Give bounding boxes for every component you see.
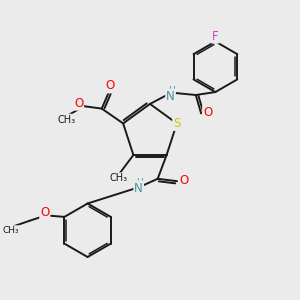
- Text: O: O: [179, 174, 188, 187]
- Text: O: O: [105, 80, 114, 92]
- Text: O: O: [74, 97, 83, 110]
- Text: S: S: [173, 117, 181, 130]
- Text: H: H: [168, 86, 175, 95]
- Text: O: O: [203, 106, 212, 119]
- Text: N: N: [166, 90, 175, 103]
- Text: H: H: [136, 178, 143, 187]
- Text: CH₃: CH₃: [3, 226, 20, 235]
- Text: CH₃: CH₃: [110, 173, 128, 183]
- Text: O: O: [40, 206, 50, 219]
- Text: F: F: [212, 30, 219, 43]
- Text: CH₃: CH₃: [57, 115, 75, 124]
- Text: N: N: [134, 182, 143, 194]
